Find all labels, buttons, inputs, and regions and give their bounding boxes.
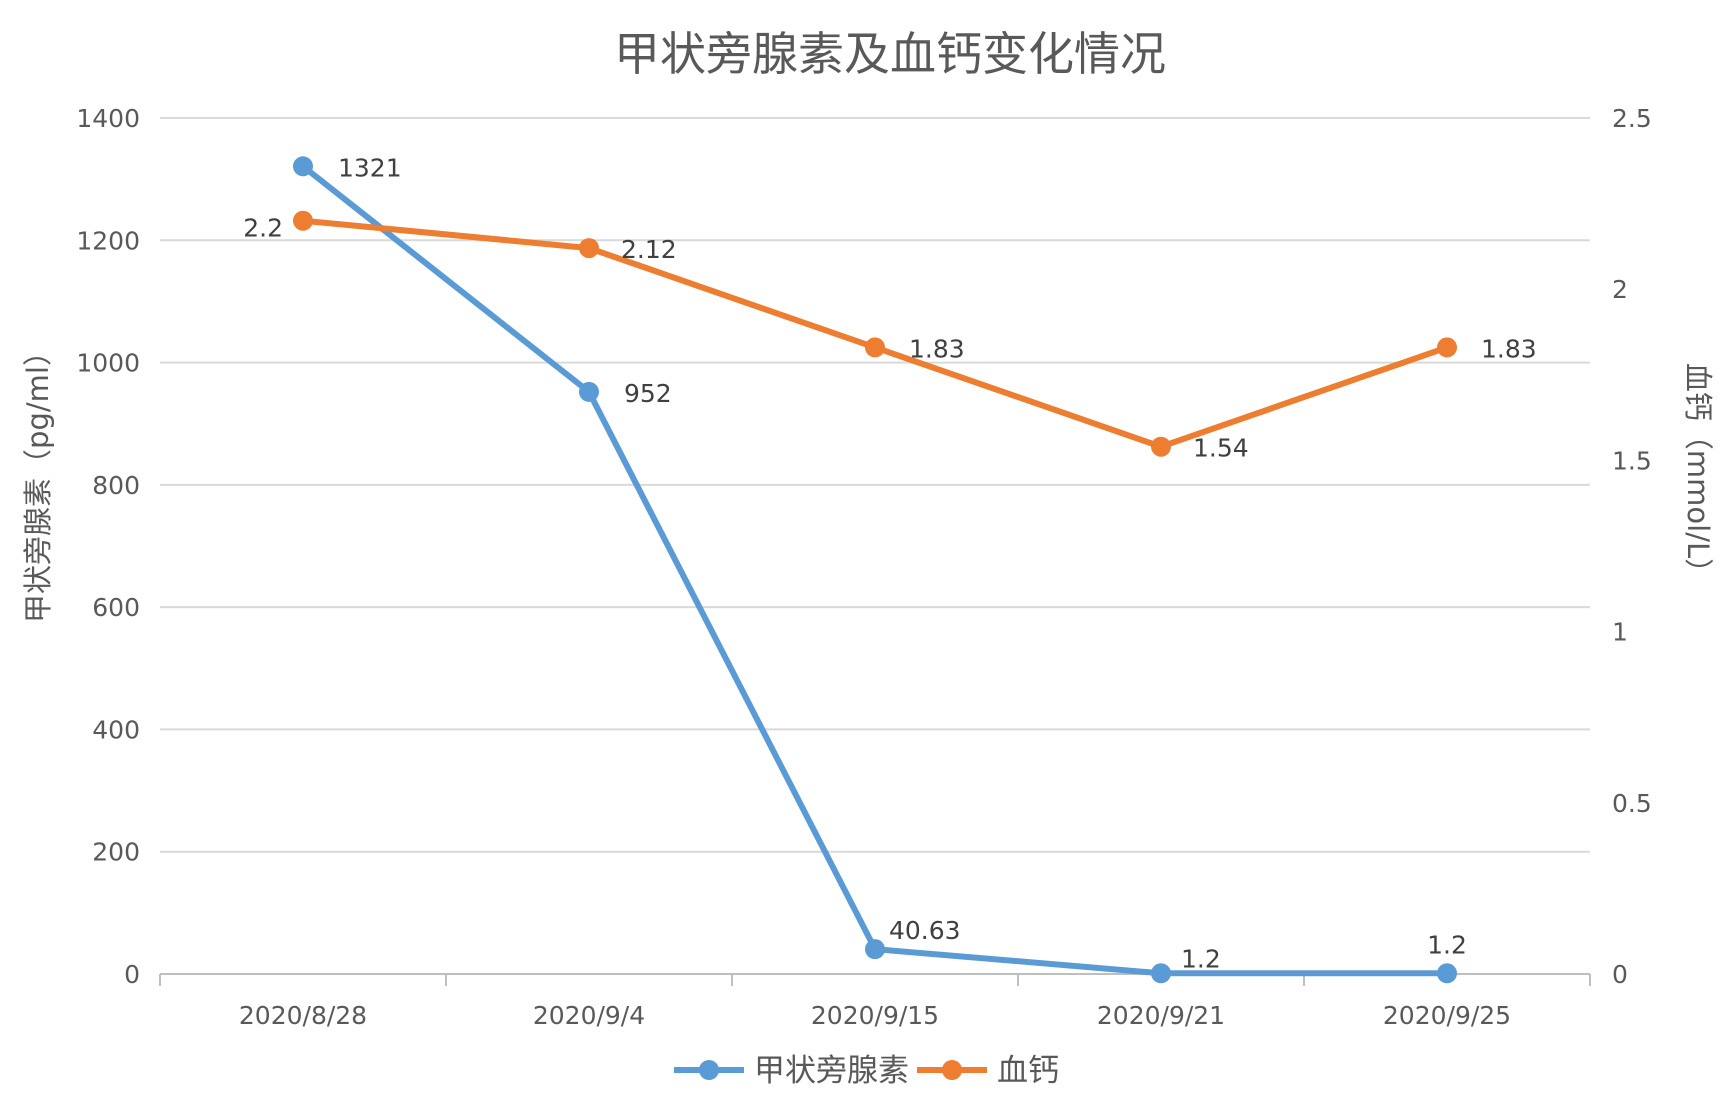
- data-point[interactable]: [1437, 337, 1457, 358]
- legend-label: 血钙: [997, 1053, 1059, 1089]
- right-axis-title: 血钙（mmol/L）: [1681, 363, 1715, 587]
- legend-marker: [699, 1060, 719, 1080]
- data-label: 1.54: [1193, 434, 1249, 463]
- data-point[interactable]: [1151, 963, 1171, 984]
- data-label: 1.2: [1181, 944, 1221, 973]
- right-tick-label: 1.5: [1612, 446, 1652, 475]
- left-tick-label: 1400: [76, 104, 140, 133]
- data-label: 952: [624, 379, 672, 408]
- right-tick-label: 2.5: [1612, 104, 1652, 133]
- left-tick-label: 1000: [76, 349, 140, 378]
- data-label: 1321: [338, 153, 402, 182]
- legend-item[interactable]: 血钙: [917, 1053, 1059, 1089]
- legend[interactable]: 甲状旁腺素 血钙: [674, 1053, 1059, 1089]
- x-tick-label: 2020/8/28: [239, 1001, 367, 1030]
- data-point[interactable]: [865, 337, 885, 358]
- data-label: 1.83: [909, 334, 965, 363]
- series: 1321 952 40.63 1.2 1.2 2.2 2.12 1.83 1.54 1.83: [243, 153, 1537, 984]
- right-tick-label: 1: [1612, 618, 1628, 647]
- data-point[interactable]: [579, 238, 599, 259]
- x-tick-label: 2020/9/15: [811, 1001, 939, 1030]
- axes: 0 200 400 600 800 1000 1200 1400 0 0.5 1 1.5 2 2.5 202…: [76, 104, 1651, 1030]
- left-tick-label: 400: [92, 715, 140, 744]
- x-tick-label: 2020/9/25: [1383, 1001, 1511, 1030]
- data-label: 1.2: [1427, 930, 1467, 959]
- left-tick-label: 0: [124, 960, 140, 989]
- legend-item[interactable]: 甲状旁腺素: [674, 1053, 909, 1089]
- data-point[interactable]: [293, 156, 313, 177]
- legend-marker: [942, 1060, 962, 1080]
- series-血钙: 2.2 2.12 1.83 1.54 1.83: [243, 210, 1537, 463]
- data-point[interactable]: [293, 210, 313, 231]
- x-tick-label: 2020/9/4: [533, 1001, 645, 1030]
- data-label: 2.2: [243, 214, 283, 243]
- right-tick-label: 2: [1612, 275, 1628, 304]
- right-tick-label: 0: [1612, 960, 1628, 989]
- left-axis-title: 甲状旁腺素（pg/ml）: [21, 337, 55, 623]
- data-point[interactable]: [579, 381, 599, 402]
- x-tick-label: 2020/9/21: [1097, 1001, 1225, 1030]
- left-tick-label: 1200: [76, 226, 140, 255]
- right-tick-label: 0.5: [1612, 789, 1652, 818]
- left-tick-label: 800: [92, 471, 140, 500]
- left-tick-label: 200: [92, 838, 140, 867]
- data-point[interactable]: [1437, 963, 1457, 984]
- data-point[interactable]: [865, 939, 885, 960]
- data-label: 1.83: [1481, 334, 1537, 363]
- left-tick-label: 600: [92, 593, 140, 622]
- data-label: 2.12: [621, 235, 677, 264]
- series-line: [302, 217, 1448, 450]
- series-甲状旁腺素: 1321 952 40.63 1.2 1.2: [293, 153, 1467, 984]
- legend-label: 甲状旁腺素: [754, 1053, 909, 1089]
- data-point[interactable]: [1151, 436, 1171, 457]
- data-label: 40.63: [889, 916, 961, 945]
- chart-title: 甲状旁腺素及血钙变化情况: [614, 27, 1166, 81]
